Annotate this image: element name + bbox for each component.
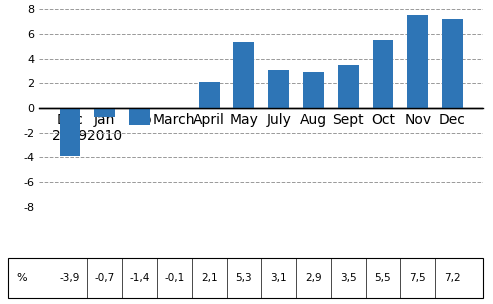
Text: 3,5: 3,5 (340, 273, 356, 283)
Text: -0,1: -0,1 (164, 273, 184, 283)
Bar (407, 15, 428, 108)
Text: %: % (17, 273, 28, 283)
Text: -0,7: -0,7 (95, 273, 115, 283)
Text: 3,1: 3,1 (270, 273, 287, 283)
Bar (199, 82, 219, 108)
Text: -1,4: -1,4 (129, 273, 150, 283)
Bar (268, 70, 289, 108)
Text: 2,9: 2,9 (305, 273, 322, 283)
Text: 2,1: 2,1 (201, 273, 217, 283)
Bar (60, 108, 80, 156)
Bar (373, 40, 393, 108)
Bar (338, 65, 358, 108)
Bar (442, 19, 463, 108)
Bar (164, 108, 185, 109)
Text: 7,5: 7,5 (410, 273, 426, 283)
Text: -3,9: -3,9 (60, 273, 80, 283)
Text: 5,5: 5,5 (375, 273, 391, 283)
Bar (94, 108, 115, 116)
Text: 5,3: 5,3 (236, 273, 252, 283)
Bar (234, 43, 254, 108)
Bar (303, 72, 324, 108)
Bar (129, 108, 150, 125)
Text: 7,2: 7,2 (444, 273, 461, 283)
